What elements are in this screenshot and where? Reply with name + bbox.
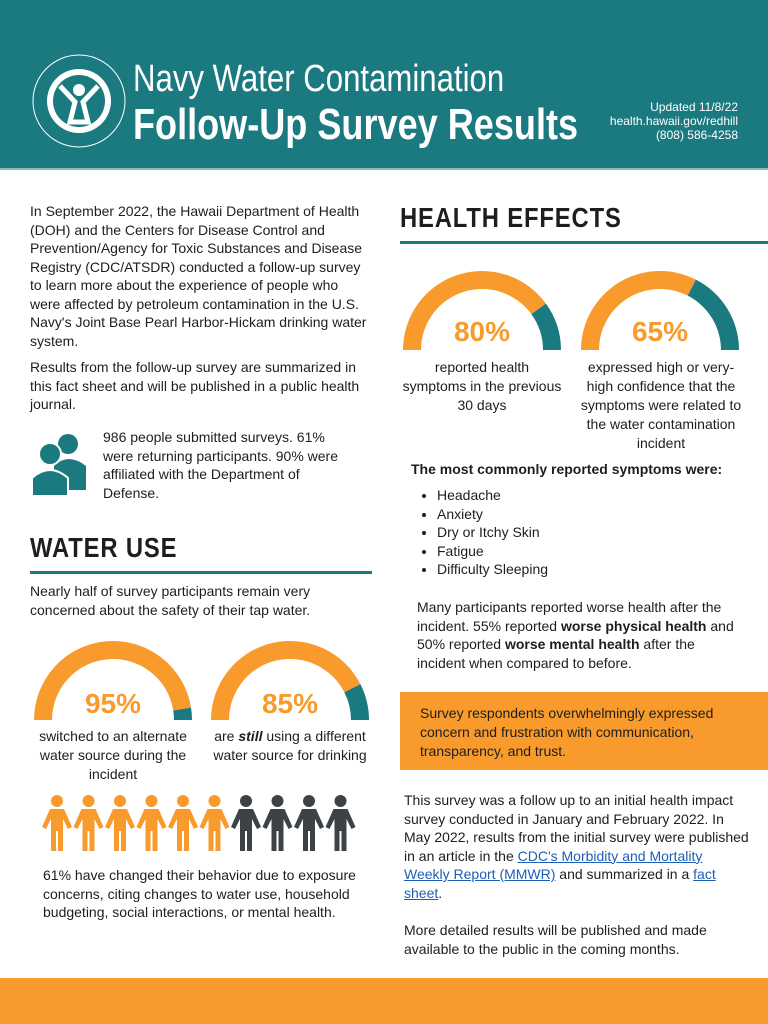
list-item: Dry or Itchy Skin	[437, 523, 548, 542]
person-icon	[136, 795, 167, 851]
caption-text: using a different water source for drink…	[213, 728, 367, 763]
health-effects-heading: HEALTH EFFECTS	[400, 202, 622, 233]
list-item: Difficulty Sleeping	[437, 560, 548, 579]
header	[0, 0, 768, 170]
people-icon	[32, 434, 86, 496]
gauge-value: 80%	[453, 316, 511, 347]
divider	[0, 168, 768, 170]
footer-bar	[0, 978, 768, 1024]
summary-paragraph: Results from the follow-up survey are su…	[30, 359, 360, 412]
participants-text: 986 people submitted surveys. 61% were r…	[103, 429, 339, 501]
title-line-2: Follow-Up Survey Results	[133, 100, 579, 149]
gauge-caption: switched to an alternate water source du…	[39, 728, 187, 782]
gauge-fill	[581, 271, 696, 350]
person-icon	[294, 795, 324, 851]
more-results-text: More detailed results will be published …	[404, 922, 707, 957]
gauge-value: 65%	[631, 316, 689, 347]
list-item: Fatigue	[437, 542, 548, 561]
gauge-caption: are still using a different water source…	[205, 727, 375, 765]
gauge-fill	[211, 641, 361, 720]
symptoms-list: Headache Anxiety Dry or Itchy Skin Fatig…	[417, 486, 548, 579]
gauge-remainder	[344, 684, 369, 720]
text: and summarized in a	[555, 866, 694, 882]
list-item: Headache	[437, 486, 548, 505]
person-icon	[262, 795, 293, 851]
gauge-caption: expressed high or very-high confidence t…	[580, 359, 742, 451]
person-icon	[325, 795, 356, 851]
text: after the incident when compared to befo…	[417, 636, 695, 671]
health-effects-rule	[400, 241, 768, 244]
gauge-fill	[403, 271, 546, 350]
emphasis: worse physical health	[560, 617, 707, 634]
text: and 50% reported	[417, 617, 734, 653]
person-icon	[105, 795, 135, 851]
worse-health-text: Many participants reported worse health …	[417, 598, 737, 672]
people-icons-row	[42, 795, 356, 851]
header-meta: Updated 11/8/22 health.hawaii.gov/redhil…	[610, 100, 738, 142]
person-icon	[42, 795, 72, 851]
title-line-1: Navy Water Contamination	[133, 58, 505, 100]
gauge-value: 95%	[84, 688, 142, 719]
website-link[interactable]: health.hawaii.gov/redhill	[609, 114, 738, 128]
gauge-caption: reported health symptoms in the previous…	[402, 359, 562, 413]
caption-text: are	[214, 728, 239, 744]
gauge-still-different-source	[211, 641, 369, 720]
phone-number: (808) 586-4258	[655, 128, 738, 142]
gauge-remainder	[687, 279, 739, 350]
mmwr-link[interactable]: CDC's Morbidity and Mortality Weekly Rep…	[404, 847, 703, 883]
person-icon	[231, 795, 261, 851]
symptoms-heading: The most commonly reported symptoms were…	[411, 461, 723, 477]
caption-emphasis: still	[238, 728, 263, 744]
emphasis: worse mental health	[504, 636, 640, 652]
gauge-health-symptoms	[403, 271, 561, 350]
updated-date: Updated 11/8/22	[650, 100, 738, 114]
person-icon	[199, 795, 230, 851]
gauge-value: 85%	[261, 688, 319, 719]
fact-sheet-link[interactable]: fact sheet	[404, 866, 716, 901]
callout-box: Survey respondents overwhelmingly expres…	[400, 692, 768, 770]
intro-paragraph: In September 2022, the Hawaii Department…	[30, 203, 367, 349]
text: Many participants reported worse health …	[417, 599, 722, 634]
text: This survey was a follow up to an initia…	[404, 792, 749, 864]
water-use-intro: Nearly half of survey participants remai…	[30, 583, 311, 618]
followup-text: This survey was a follow up to an initia…	[404, 791, 749, 902]
gauge-confidence	[581, 271, 739, 350]
person-icon	[73, 795, 104, 851]
gauge-fill	[34, 640, 192, 720]
water-use-heading: WATER USE	[30, 532, 178, 563]
person-icon	[168, 795, 198, 851]
water-use-rule	[30, 571, 372, 574]
gauge-remainder	[173, 707, 192, 720]
text: .	[438, 884, 443, 901]
list-item: Anxiety	[437, 505, 548, 524]
behavior-text: 61% have changed their behavior due to e…	[43, 867, 356, 920]
doh-seal-logo	[32, 54, 126, 148]
gauge-remainder	[531, 303, 561, 350]
gauge-alternate-source	[34, 640, 192, 720]
